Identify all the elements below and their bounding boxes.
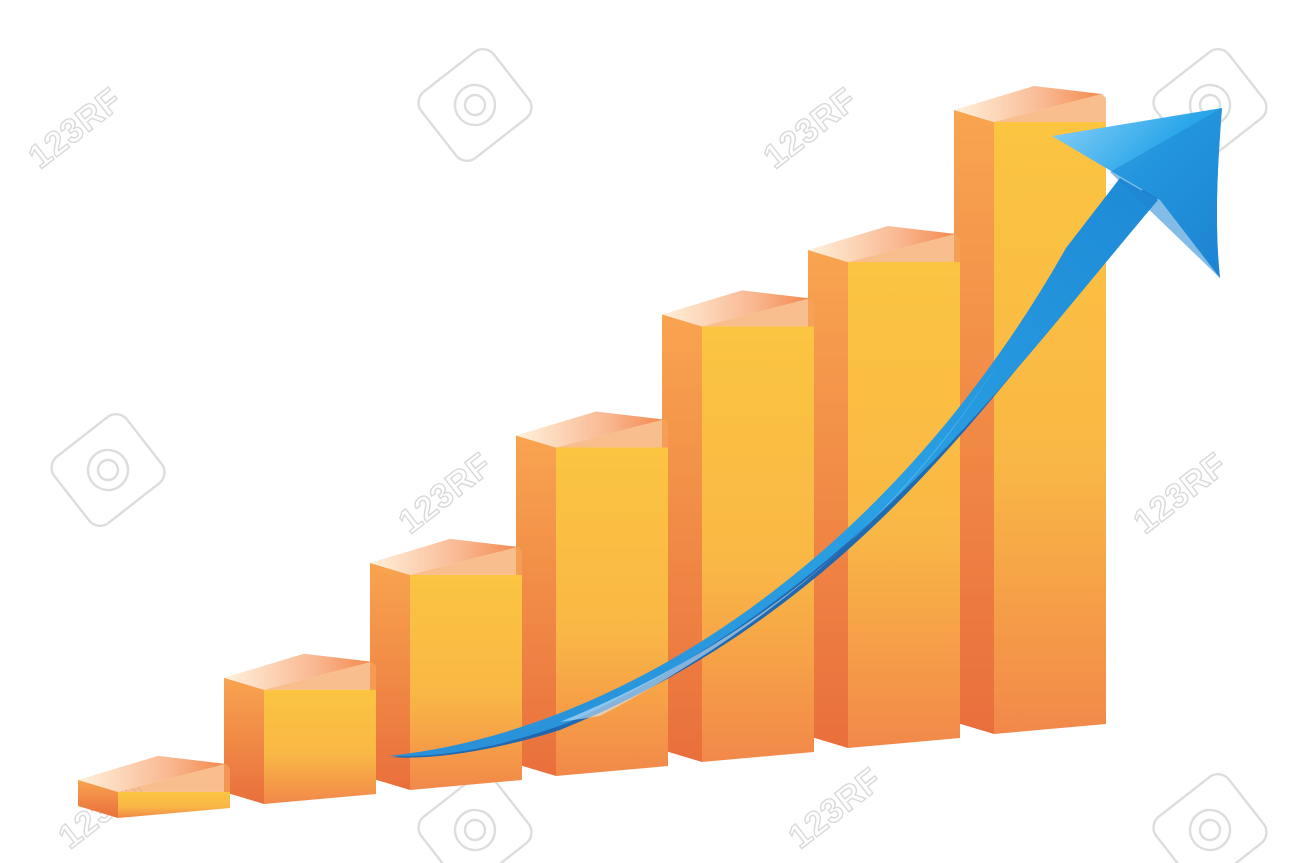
bar-top-edge (702, 298, 814, 327)
bar-side-face (808, 250, 848, 748)
bar-top-edge (994, 94, 1106, 122)
bar-side-face (78, 779, 118, 818)
watermark-text: 123RF (391, 445, 500, 542)
bar-top-edge (556, 419, 668, 448)
bar-front-face (994, 122, 1106, 734)
bar-front-face (848, 262, 960, 748)
bar-front-face (702, 326, 814, 762)
watermark-text: 123RF (781, 760, 890, 857)
bar-side-face (516, 435, 556, 776)
bar-1 (78, 755, 230, 818)
svg-text:123RF: 123RF (392, 445, 500, 541)
bar-top-face (516, 411, 664, 448)
arrow-head-shade (1110, 108, 1222, 278)
bar-5 (662, 290, 814, 762)
svg-text:123RF: 123RF (757, 80, 865, 176)
watermark-text: 123RF (756, 80, 865, 177)
bar-side-face (954, 110, 994, 734)
bar-6 (808, 226, 960, 748)
bar-side-face (224, 677, 264, 804)
watermark-text: 123RF (21, 80, 130, 177)
bar-side-face (370, 562, 410, 790)
bars-group (78, 86, 1106, 818)
bar-2 (224, 653, 376, 804)
bar-front-face (556, 447, 668, 776)
bar-top-face (662, 290, 810, 327)
watermark-text: 123RF (1126, 445, 1235, 542)
bar-top-face (224, 653, 372, 690)
bar-top-face (78, 755, 226, 792)
camera-icon (417, 48, 533, 162)
camera-icon (1152, 773, 1268, 863)
svg-text:123RF: 123RF (22, 80, 130, 176)
bar-top-face (808, 226, 956, 262)
trend-up-arrow-icon (388, 108, 1222, 758)
bar-top-edge (118, 763, 230, 792)
bar-top-face (370, 538, 518, 575)
bar-front-face (264, 689, 376, 804)
bar-top-edge (264, 661, 376, 690)
bar-front-face (410, 574, 522, 790)
bar-top-face (954, 86, 1102, 122)
camera-icon (417, 773, 533, 863)
arrow-shaft (388, 178, 1158, 757)
bar-front-face (118, 791, 230, 818)
svg-text:123RF: 123RF (1127, 445, 1235, 541)
svg-text:123RF: 123RF (782, 760, 890, 856)
camera-icon (50, 413, 166, 527)
bar-top-edge (848, 234, 960, 262)
bar-top-edge (410, 546, 522, 575)
